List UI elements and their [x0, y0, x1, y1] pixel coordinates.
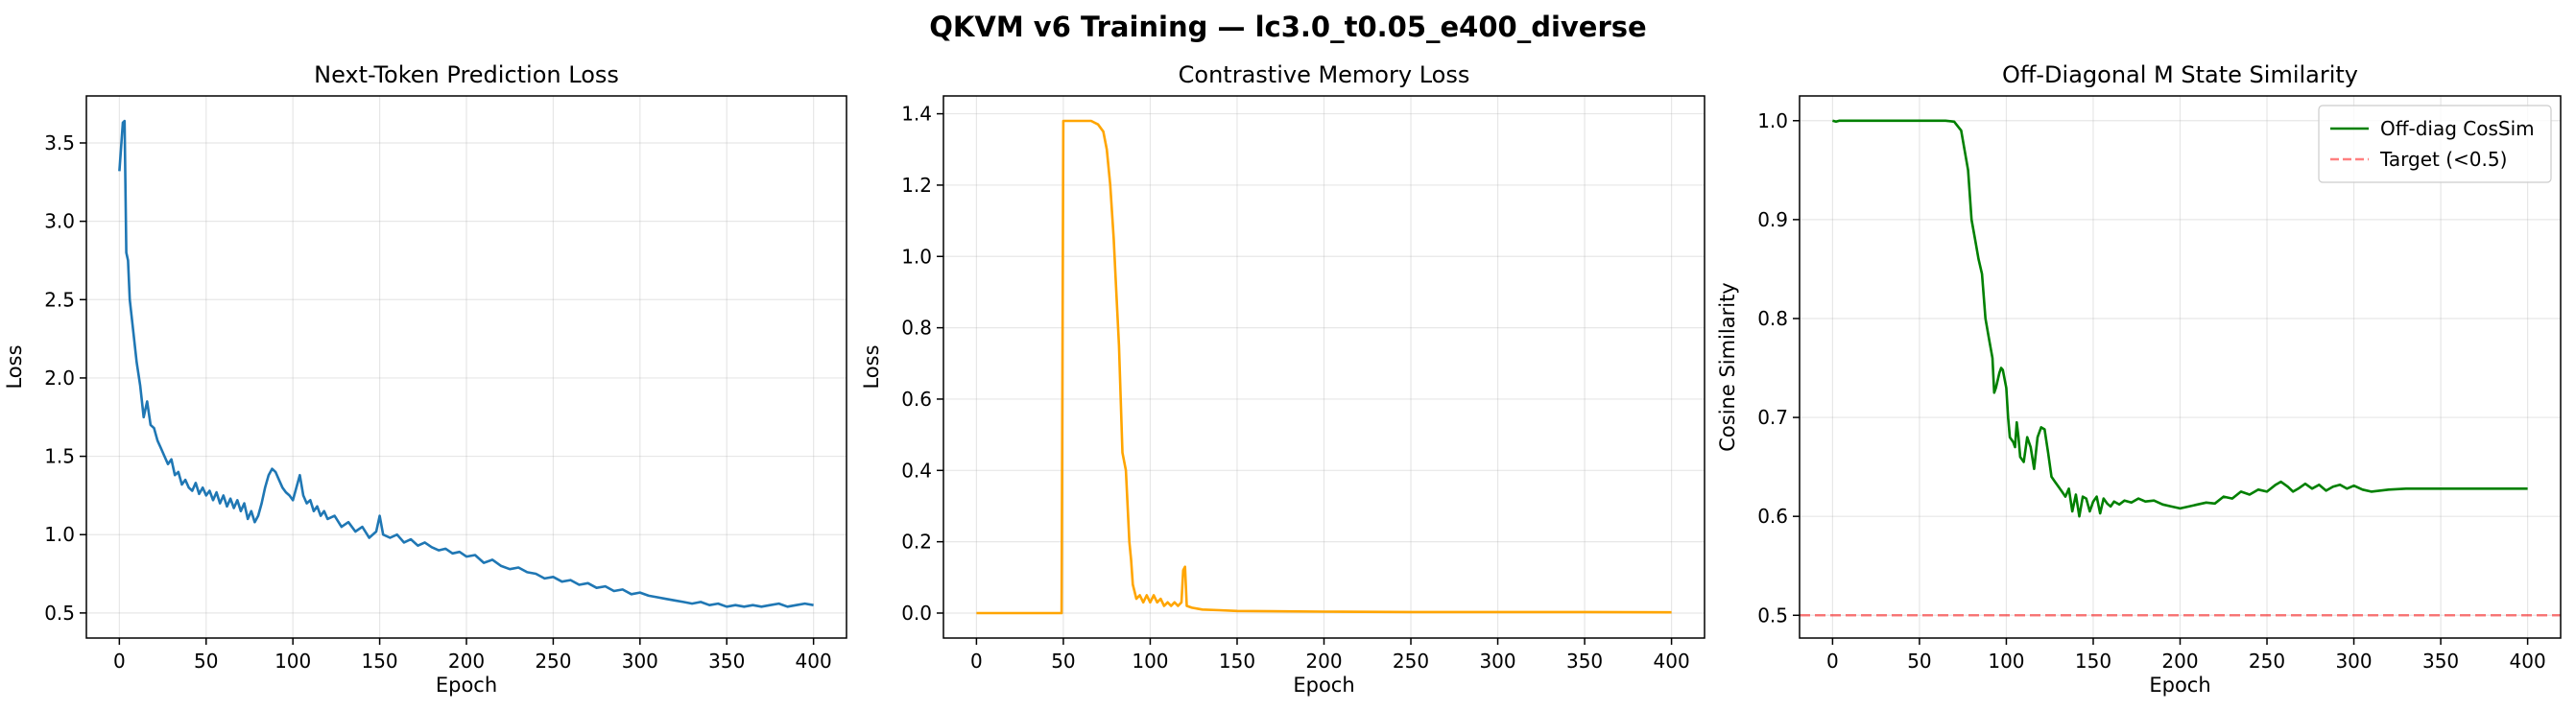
x-tick-label: 400 — [2510, 650, 2546, 673]
x-tick-label: 100 — [1988, 650, 2024, 673]
x-tick-label: 50 — [1907, 650, 1931, 673]
x-tick-label: 350 — [708, 650, 745, 673]
x-tick-label: 200 — [2161, 650, 2198, 673]
x-tick-label: 350 — [2422, 650, 2459, 673]
x-tick-label: 250 — [2249, 650, 2285, 673]
y-tick-label: 0.4 — [901, 459, 932, 482]
legend-label: Off-diag CosSim — [2380, 117, 2535, 140]
y-tick-label: 2.5 — [44, 288, 75, 311]
legend-label: Target (<0.5) — [2379, 148, 2507, 171]
x-tick-label: 300 — [622, 650, 658, 673]
y-tick-label: 0.6 — [901, 388, 932, 411]
x-tick-label: 50 — [194, 650, 218, 673]
y-tick-label: 1.4 — [901, 103, 932, 126]
x-tick-label: 300 — [1479, 650, 1515, 673]
panel-title: Off-Diagonal M State Similarity — [2002, 61, 2358, 88]
x-tick-label: 250 — [1393, 650, 1429, 673]
y-tick-label: 0.8 — [1757, 307, 1788, 330]
y-tick-label: 0.0 — [901, 602, 932, 625]
panel-title: Next-Token Prediction Loss — [314, 61, 619, 88]
y-tick-label: 1.0 — [44, 523, 75, 546]
x-tick-label: 150 — [1219, 650, 1255, 673]
x-axis-label: Epoch — [2149, 674, 2210, 697]
x-axis-label: Epoch — [1293, 674, 1354, 697]
y-tick-label: 1.5 — [44, 445, 75, 468]
x-tick-label: 100 — [274, 650, 311, 673]
y-tick-label: 2.0 — [44, 367, 75, 390]
legend: Off-diag CosSim Target (<0.5) — [2318, 105, 2552, 183]
y-tick-label: 1.0 — [901, 245, 932, 268]
x-tick-label: 250 — [535, 650, 571, 673]
y-tick-label: 1.0 — [1757, 109, 1788, 132]
x-tick-label: 150 — [361, 650, 397, 673]
panel-offdiag-similarity: 0 50 100 150 200 250 300 350 400 0.5 0.6 0.7 0.8 0.9 1… — [1716, 61, 2562, 697]
y-tick-label: 0.6 — [1757, 505, 1788, 528]
x-tick-label: 100 — [1132, 650, 1168, 673]
y-tick-label: 0.8 — [901, 317, 932, 340]
y-tick-label: 0.7 — [1757, 406, 1788, 429]
legend-box — [2318, 105, 2552, 183]
x-tick-label: 400 — [796, 650, 832, 673]
x-tick-label: 0 — [970, 650, 983, 673]
panel-contrastive-loss: 0 50 100 150 200 250 300 350 400 0.0 0.2 0.4 0.6 0.8 1… — [860, 61, 1705, 697]
x-axis-label: Epoch — [436, 674, 497, 697]
x-tick-label: 0 — [1826, 650, 1839, 673]
panel-next-token-loss: 0 50 100 150 200 250 300 350 400 0.5 1.0 1.5 2.0 2.5 3… — [3, 61, 847, 697]
y-tick-label: 0.5 — [1757, 604, 1788, 627]
x-tick-label: 0 — [113, 650, 126, 673]
series-line-0 — [1832, 119, 2528, 518]
y-tick-label: 0.9 — [1757, 208, 1788, 231]
y-tick-label: 3.5 — [44, 131, 75, 154]
x-tick-label: 50 — [1051, 650, 1075, 673]
x-tick-label: 400 — [1654, 650, 1690, 673]
y-tick-label: 1.2 — [901, 174, 932, 197]
y-tick-label: 0.5 — [44, 602, 75, 625]
x-tick-label: 200 — [1305, 650, 1342, 673]
y-tick-label: 0.2 — [901, 531, 932, 554]
x-tick-label: 150 — [2075, 650, 2111, 673]
y-axis-label: Loss — [860, 344, 883, 389]
y-tick-label: 3.0 — [44, 210, 75, 233]
x-tick-label: 300 — [2335, 650, 2372, 673]
x-tick-label: 350 — [1566, 650, 1603, 673]
series-line-0 — [118, 119, 814, 608]
panel-title: Contrastive Memory Loss — [1179, 61, 1470, 88]
series-line-0 — [976, 119, 1672, 615]
x-tick-label: 200 — [448, 650, 485, 673]
figure-title: QKVM v6 Training — lc3.0_t0.05_e400_dive… — [929, 11, 1646, 43]
y-axis-label: Cosine Similarity — [1716, 282, 1739, 451]
y-axis-label: Loss — [3, 344, 26, 389]
